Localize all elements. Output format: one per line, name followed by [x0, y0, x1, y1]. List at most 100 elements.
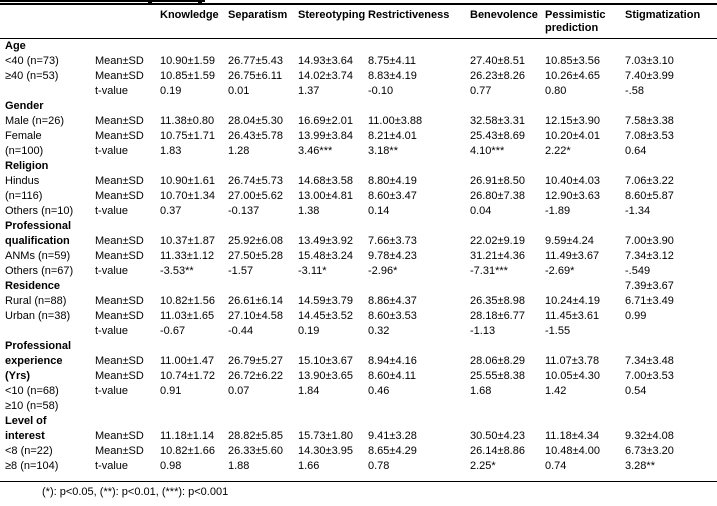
value-cell: 10.82±1.56	[160, 295, 215, 307]
value-cell: 4.10***	[470, 145, 505, 157]
table-row: Others (n=67) t-value -3.53** -1.57 -3.11* -2…	[0, 264, 717, 279]
value-cell: 26.33±5.60	[228, 445, 283, 457]
value-cell: 10.75±1.71	[160, 130, 215, 142]
value-cell: 27.50±5.28	[228, 250, 283, 262]
value-cell	[470, 279, 545, 294]
value-cell: 10.90±1.59	[160, 55, 215, 67]
row-label: Female	[5, 130, 42, 142]
table-row: Religion	[0, 159, 717, 174]
value-cell	[470, 339, 545, 354]
value-cell: 7.00±3.90	[625, 235, 674, 247]
table-row: ≥40 (n=53) Mean±SD 10.85±1.59 26.75±6.11 14.…	[0, 69, 717, 84]
value-cell: 25.55±8.38	[470, 370, 525, 382]
value-cell: 0.07	[228, 385, 250, 397]
stat-type: Mean±SD	[95, 115, 144, 127]
value-cell: 26.72±6.22	[228, 370, 283, 382]
header-row: Knowledge Separatism Stereotyping Restri…	[0, 4, 717, 39]
stat-type	[95, 39, 160, 55]
value-cell	[160, 99, 228, 114]
value-cell: 8.60±3.53	[368, 310, 417, 322]
row-label: Religion	[5, 160, 49, 172]
value-cell	[298, 159, 368, 174]
value-cell: 1.68	[470, 385, 492, 397]
value-cell	[228, 279, 298, 294]
value-cell: 0.77	[470, 85, 492, 97]
value-cell: 11.33±1.12	[160, 250, 215, 262]
stat-type: t-value	[95, 85, 129, 97]
value-cell: 10.85±3.56	[545, 55, 600, 67]
value-cell: 11.18±1.14	[160, 430, 215, 442]
row-label: (n=116)	[5, 190, 43, 202]
header-pessimistic-prediction: Pessimistic prediction	[545, 4, 625, 39]
value-cell: 15.48±3.24	[298, 250, 353, 262]
value-cell: 25.92±6.08	[228, 235, 283, 247]
table-row: experience Mean±SD 11.00±1.47 26.79±5.27 15.…	[0, 354, 717, 369]
header-knowledge: Knowledge	[160, 4, 228, 39]
value-cell: 22.02±9.19	[470, 235, 525, 247]
table-row: ANMs (n=59) Mean±SD 11.33±1.12 27.50±5.28 15…	[0, 249, 717, 264]
stat-type: Mean±SD	[95, 250, 144, 262]
value-cell: 10.05±4.30	[545, 370, 600, 382]
value-cell: 28.04±5.30	[228, 115, 283, 127]
table-row: Residence 7.39±3.67	[0, 279, 717, 294]
row-label: Level of	[5, 415, 47, 427]
value-cell: 0.80	[545, 85, 567, 97]
value-cell: 12.15±3.90	[545, 115, 600, 127]
value-cell: -1.57	[228, 265, 254, 277]
value-cell: 0.74	[545, 460, 567, 472]
value-cell	[228, 39, 298, 55]
value-cell: 10.37±1.87	[160, 235, 215, 247]
value-cell: 15.10±3.67	[298, 355, 353, 367]
stat-type: t-value	[95, 265, 129, 277]
value-cell	[368, 339, 470, 354]
stat-type: t-value	[95, 385, 129, 397]
row-label: experience	[5, 355, 63, 367]
value-cell: -0.67	[160, 325, 186, 337]
value-cell: 9.41±3.28	[368, 430, 417, 442]
stat-type: Mean±SD	[95, 190, 144, 202]
value-cell: 8.83±4.19	[368, 70, 417, 82]
stat-type: Mean±SD	[95, 130, 144, 142]
header-stereotyping: Stereotyping	[298, 4, 368, 39]
value-cell: 11.00±1.47	[160, 355, 215, 367]
stat-type: Mean±SD	[95, 55, 144, 67]
stat-type	[95, 99, 160, 114]
value-cell: -0.44	[228, 325, 254, 337]
value-cell: 8.94±4.16	[368, 355, 417, 367]
value-cell: 14.68±3.58	[298, 175, 353, 187]
table-row: Gender	[0, 99, 717, 114]
table-row: Others (n=10) t-value 0.37 -0.137 1.38 0.14 0.…	[0, 204, 717, 219]
value-cell: -1.13	[470, 325, 496, 337]
table-row: <10 (n=68) t-value 0.91 0.07 1.84 0.46 1.68 1.4…	[0, 384, 717, 399]
value-cell: 26.14±8.86	[470, 445, 525, 457]
value-cell: 0.37	[160, 205, 182, 217]
value-cell	[228, 159, 298, 174]
value-cell: 7.34±3.48	[625, 355, 674, 367]
value-cell	[160, 339, 228, 354]
value-cell: 0.19	[298, 325, 320, 337]
value-cell: 7.66±3.73	[368, 235, 417, 247]
table-row: (n=116) Mean±SD 10.70±1.34 27.00±5.62 13.00±…	[0, 189, 717, 204]
value-cell	[470, 399, 545, 414]
value-cell: 8.86±4.37	[368, 295, 417, 307]
value-cell: 16.69±2.01	[298, 115, 353, 127]
table-row: t-value -0.67 -0.44 0.19 0.32 -1.13 -1.55	[0, 324, 717, 339]
value-cell: 7.03±3.10	[625, 55, 674, 67]
value-cell: 10.26±4.65	[545, 70, 600, 82]
value-cell: 27.10±4.58	[228, 310, 283, 322]
value-cell: 1.28	[228, 145, 250, 157]
value-cell: 1.88	[228, 460, 250, 472]
value-cell: 8.80±4.19	[368, 175, 417, 187]
table-row: Level of	[0, 414, 717, 429]
value-cell: 11.49±3.67	[545, 250, 600, 262]
value-cell: -0.137	[228, 205, 260, 217]
value-cell: 0.99	[625, 310, 647, 322]
results-table: Knowledge Separatism Stereotyping Restri…	[0, 3, 717, 474]
value-cell: 26.77±5.43	[228, 55, 283, 67]
table-row: Female Mean±SD 10.75±1.71 26.43±5.78 13.99±3…	[0, 129, 717, 144]
row-label: Age	[5, 40, 26, 52]
table-row: t-value 0.19 0.01 1.37 -0.10 0.77 0.80 -.58	[0, 84, 717, 99]
table-row: ≥8 (n=104) t-value 0.98 1.88 1.66 0.78 2.25* 0.…	[0, 459, 717, 474]
value-cell	[160, 399, 228, 414]
